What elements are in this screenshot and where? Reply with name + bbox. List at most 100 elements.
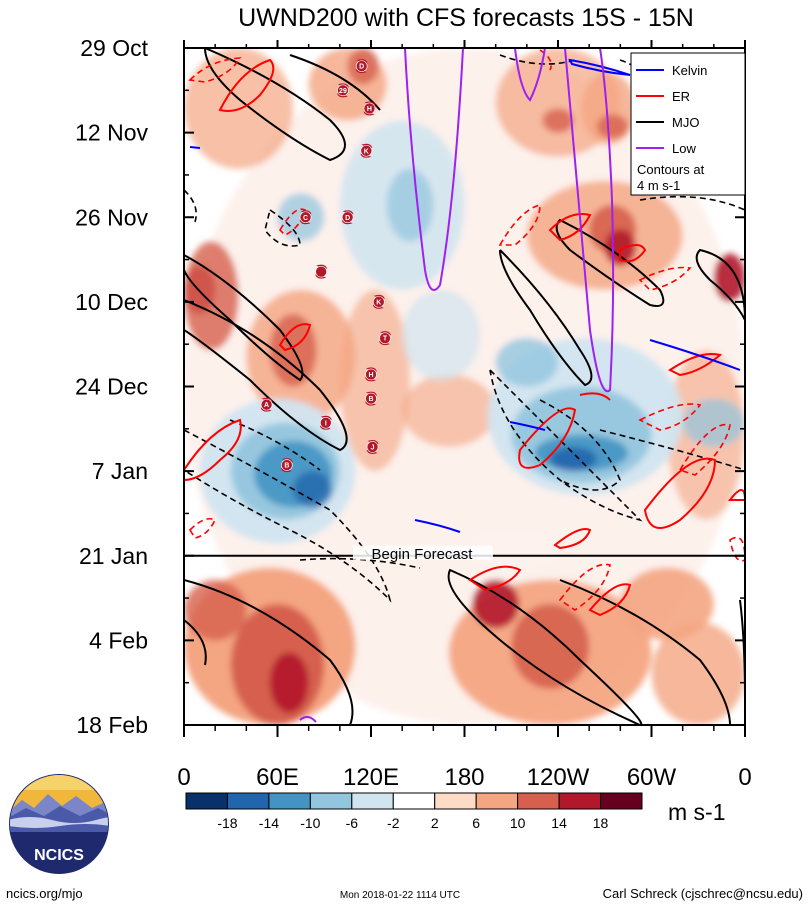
- contour-line: [568, 58, 631, 76]
- contour-line: [218, 58, 275, 112]
- tropical-cyclone-label: J: [371, 444, 375, 451]
- colorbar-swatch: [434, 792, 477, 810]
- colorbar-tick-label: -2: [387, 815, 400, 831]
- contour-line: [649, 339, 741, 371]
- colorbar-swatch: [351, 792, 394, 810]
- colorbar-swatch: [268, 792, 311, 810]
- contour-line: [499, 249, 593, 387]
- tropical-cyclone-marker: 29: [336, 83, 349, 98]
- footer-timestamp: Mon 2018-01-22 1114 UTC: [340, 890, 460, 901]
- colorbar-tick-label: 6: [472, 815, 480, 831]
- contour-line: [188, 517, 217, 539]
- tropical-cyclone-marker: J: [366, 439, 379, 454]
- x-tick-label: 120W: [527, 764, 590, 791]
- tropical-cyclone-label: K: [376, 299, 381, 306]
- legend-entry: MJO: [636, 115, 699, 130]
- contour-line: [468, 565, 522, 592]
- tropical-cyclone-marker: T: [379, 331, 392, 346]
- contour-line: [548, 213, 592, 242]
- y-tick-label: 12 Nov: [75, 120, 148, 146]
- footer-author: Carl Schreck (cjschrec@ncsu.edu): [603, 886, 803, 901]
- contour-line: [184, 579, 354, 725]
- colorbar-tick-label: 14: [551, 815, 567, 831]
- contour-line: [518, 407, 577, 469]
- contour-line: [564, 48, 615, 393]
- contour-line: [184, 254, 304, 382]
- tropical-cyclone-label: B: [368, 396, 373, 403]
- tropical-cyclone-marker: H: [365, 367, 377, 382]
- colorbar-tick-label: 10: [510, 815, 526, 831]
- colorbar-tick-label: -6: [346, 815, 359, 831]
- colorbar-swatch: [185, 792, 228, 810]
- contour-line: [539, 49, 553, 71]
- colorbar-swatch: [517, 792, 560, 810]
- contour-line: [539, 399, 621, 491]
- contour-line: [639, 195, 745, 211]
- contour-line: [447, 568, 643, 725]
- contour-line: [278, 208, 306, 236]
- tropical-cyclone-marker: H: [363, 101, 376, 116]
- contour-line: [184, 619, 207, 666]
- contour-line: [588, 583, 632, 617]
- forecast-divider: Begin Forecast: [184, 545, 745, 563]
- legend-entry: ER: [636, 89, 690, 104]
- filtered-anomaly-contours: [184, 48, 745, 725]
- tropical-cyclone-marker: B: [365, 391, 377, 406]
- colorbar-tick-label: -18: [217, 815, 237, 831]
- legend-note-2: 4 m s-1: [637, 178, 680, 193]
- y-tick-label: 26 Nov: [75, 204, 148, 230]
- contour-line: [559, 579, 731, 725]
- contour-line: [553, 528, 592, 550]
- tropical-cyclone-label: I: [325, 420, 327, 427]
- colorbar-swatch: [558, 792, 602, 810]
- tropical-cyclone-marker: D: [355, 59, 368, 74]
- contour-line: [509, 421, 546, 431]
- footer-url: ncics.org/mjo: [6, 886, 83, 901]
- tropical-cyclone-label: C: [303, 215, 308, 222]
- contour-line: [184, 418, 242, 481]
- x-tick-label: 180: [444, 764, 484, 791]
- legend-note-1: Contours at: [637, 162, 705, 177]
- colorbar-tick-label: 18: [593, 815, 609, 831]
- x-tick-label: 0: [738, 764, 751, 791]
- x-tick-label: 120E: [343, 764, 399, 791]
- legend-label: ER: [672, 89, 690, 104]
- tropical-cyclone-marker: K: [372, 294, 385, 309]
- chart-title: UWND200 with CFS forecasts 15S - 15N: [238, 4, 694, 32]
- contour-line: [189, 146, 201, 149]
- tropical-cyclone-label: H: [367, 106, 372, 113]
- tropical-cyclone-marker: B: [280, 458, 293, 473]
- tropical-cyclone-label: H: [368, 372, 373, 379]
- contour-line: [203, 48, 346, 162]
- contour-line: [184, 298, 348, 452]
- contour-line: [558, 563, 611, 611]
- contour-line: [184, 429, 392, 603]
- tropical-cyclone-marker: C: [299, 210, 312, 225]
- contour-line: [643, 457, 717, 529]
- contour-line: [184, 189, 197, 223]
- colorbar-units: m s-1: [668, 799, 726, 825]
- contour-line: [638, 403, 702, 431]
- ncics-logo: NCICS: [9, 774, 109, 874]
- legend-label: MJO: [672, 115, 699, 130]
- legend-box: [630, 52, 746, 196]
- colorbar-tick-label: 2: [431, 815, 439, 831]
- contour-line: [299, 716, 317, 723]
- x-tick-label: 0: [177, 764, 190, 791]
- colorbar: -18 -14 -10 -6 -2 2 6 10 14 18: [185, 792, 643, 831]
- contour-line: [638, 266, 692, 291]
- contour-line: [668, 353, 723, 377]
- x-tick-label: 60W: [627, 764, 677, 791]
- contour-line: [514, 48, 546, 102]
- colorbar-tick-label: -10: [300, 815, 320, 831]
- colorbar-swatch: [392, 792, 436, 810]
- y-tick-label: 29 Oct: [80, 35, 148, 61]
- contour-line: [404, 48, 464, 291]
- tropical-cyclone-marker: I: [319, 415, 332, 430]
- y-tick-label: 10 Dec: [75, 289, 148, 315]
- contour-line: [498, 203, 541, 246]
- tropical-cyclone-marker: K: [360, 143, 373, 158]
- tropical-cyclone-markers: D 29 H K C D K T H B A I J B: [260, 59, 392, 473]
- contour-line: [489, 369, 643, 522]
